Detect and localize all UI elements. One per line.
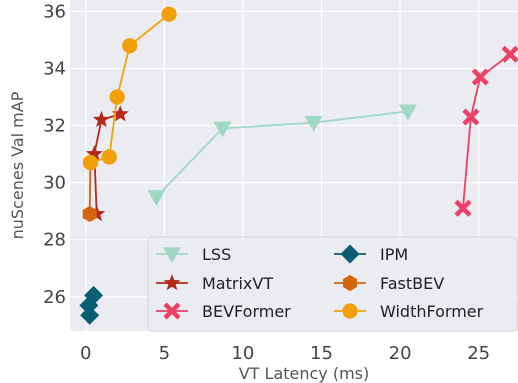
- legend-box: [147, 236, 518, 332]
- y-tick-label: 26: [43, 287, 66, 308]
- legend-marker: [163, 302, 181, 320]
- series-line: [88, 162, 92, 215]
- legend-marker: [163, 247, 181, 263]
- x-tick-label: 5: [159, 343, 170, 364]
- legend-label-ipm: IPM: [380, 245, 408, 264]
- legend: LSS IPM MatrixVT FastBEV BEVFormer WidthForme…: [147, 236, 518, 332]
- data-point: [147, 190, 166, 206]
- data-point: [111, 105, 129, 122]
- series-widthformer: [82, 6, 177, 171]
- legend-label-matrixvt: MatrixVT: [202, 274, 273, 293]
- series-matrixvt: [85, 105, 129, 222]
- x-tick-label: 20: [389, 343, 412, 364]
- series-lss: [147, 104, 417, 206]
- data-point: [213, 121, 232, 138]
- legend-label-fastbev: FastBEV: [380, 274, 444, 293]
- series-ipm: [79, 285, 104, 325]
- y-tick-label: 36: [43, 1, 66, 22]
- legend-label-bevformer: BEVFormer: [202, 302, 291, 321]
- x-tick-label: 0: [80, 343, 91, 364]
- series-line: [155, 110, 409, 198]
- x-tick-label: 10: [231, 343, 254, 364]
- y-tick-label: 30: [43, 173, 66, 194]
- legend-marker: [342, 303, 358, 319]
- data-point: [398, 104, 417, 121]
- data-point: [471, 68, 489, 86]
- data-point: [82, 154, 99, 171]
- data-point: [462, 108, 480, 126]
- data-point: [122, 38, 138, 54]
- data-point: [454, 199, 472, 217]
- series-line: [93, 113, 121, 215]
- data-point: [80, 305, 100, 325]
- legend-marker: [163, 274, 181, 291]
- y-tick-label: 34: [43, 58, 66, 79]
- y-axis-label: nuScenes Val mAP: [8, 91, 27, 239]
- data-point: [85, 145, 103, 162]
- legend-marker: [340, 244, 360, 264]
- legend-marker: [343, 275, 357, 291]
- data-point: [501, 45, 518, 63]
- data-point: [109, 89, 125, 105]
- y-tick-label: 28: [43, 230, 66, 251]
- y-tick-label: 32: [43, 116, 66, 137]
- data-point: [304, 115, 323, 132]
- x-tick-label: 25: [467, 343, 490, 364]
- legend-label-lss: LSS: [202, 245, 231, 264]
- data-point: [82, 206, 97, 223]
- series-line: [462, 53, 511, 209]
- series-bevformer: [454, 45, 518, 217]
- data-point: [88, 205, 106, 222]
- legend-label-widthformer: WidthFormer: [380, 302, 484, 321]
- x-tick-label: 15: [310, 343, 333, 364]
- data-point: [92, 110, 110, 128]
- data-point: [101, 149, 117, 165]
- x-axis-label: VT Latency (ms): [239, 364, 370, 383]
- data-point: [161, 6, 177, 22]
